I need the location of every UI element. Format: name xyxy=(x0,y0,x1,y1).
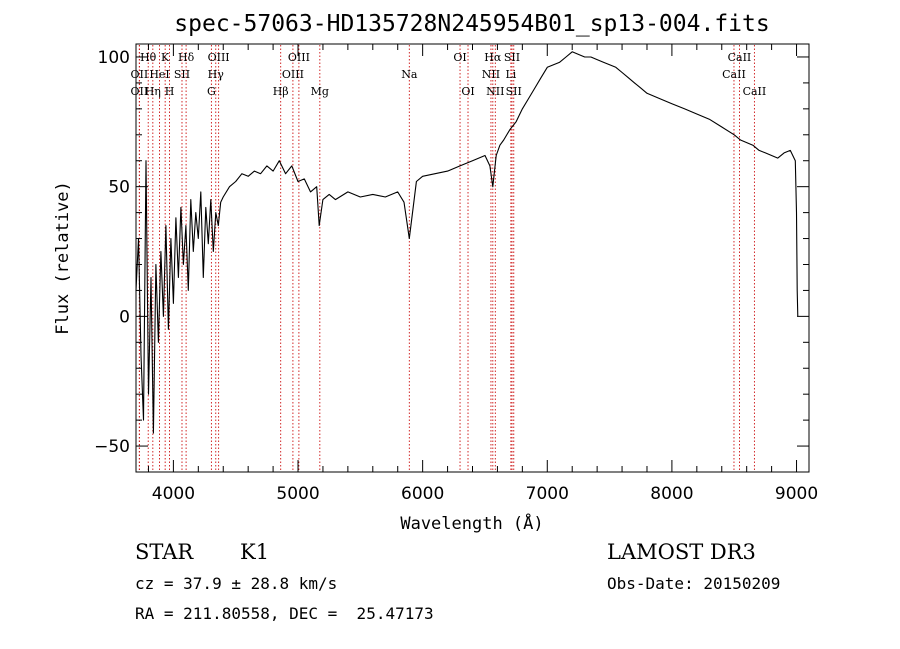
line-label-9: OIII xyxy=(208,51,230,64)
line-label-26: CaII xyxy=(728,51,752,64)
line-label-23: Li xyxy=(505,68,516,81)
y-tick-label-0: 0 xyxy=(119,307,130,327)
x-tick-label-5000: 5000 xyxy=(276,484,319,504)
line-label-8: Hδ xyxy=(178,51,195,64)
line-label-25: CaII xyxy=(722,68,746,81)
line-label-6: H xyxy=(165,85,175,98)
line-label-5: K xyxy=(161,51,170,64)
line-label-1: OII xyxy=(131,68,149,81)
flux-series xyxy=(135,51,799,434)
x-axis-label: Wavelength (Å) xyxy=(400,512,543,534)
y-tick-label-100: 100 xyxy=(98,48,130,68)
line-label-11: G xyxy=(207,85,216,98)
coordinates: RA = 211.80558, DEC = 25.47173 xyxy=(135,604,434,623)
series-line-flux xyxy=(135,51,799,434)
line-label-10: Hγ xyxy=(208,68,225,81)
y-tick-label-50: 50 xyxy=(108,178,130,198)
line-label-13: OIII xyxy=(282,68,304,81)
line-label-20: NII xyxy=(482,68,500,81)
line-label-14: Hβ xyxy=(273,85,289,98)
x-axis: 4000 5000 6000 7000 8000 9000 xyxy=(147,44,818,504)
x-tick-label-8000: 8000 xyxy=(650,484,693,504)
x-tick-label-9000: 9000 xyxy=(775,484,818,504)
line-label-15: Mg xyxy=(311,85,329,98)
spectral-line-markers xyxy=(138,45,755,471)
x-tick-label-7000: 7000 xyxy=(526,484,569,504)
line-label-4: HeI xyxy=(149,68,169,81)
line-label-22: SII xyxy=(504,51,520,64)
line-label-18: OI xyxy=(461,85,474,98)
object-subclass: K1 xyxy=(240,540,270,564)
redshift-velocity: cz = 37.9 ± 28.8 km/s xyxy=(135,574,338,593)
line-label-0: Hθ xyxy=(140,51,157,64)
chart-title: spec-57063-HD135728N245954B01_sp13-004.f… xyxy=(174,11,769,37)
y-axis: −50 0 50 100 xyxy=(94,48,809,473)
line-label-2: OII xyxy=(131,85,149,98)
line-label-19: Hα xyxy=(484,51,502,64)
x-tick-label-6000: 6000 xyxy=(401,484,444,504)
survey-name: LAMOST DR3 xyxy=(607,540,756,564)
line-label-27: CaII xyxy=(743,85,767,98)
line-label-24: SII xyxy=(506,85,522,98)
line-label-21: NII xyxy=(486,85,504,98)
line-label-12: OIII xyxy=(288,51,310,64)
line-label-16: Na xyxy=(401,68,418,81)
y-tick-label--50: −50 xyxy=(94,437,130,457)
line-label-7: SII xyxy=(174,68,190,81)
y-axis-label: Flux (relative) xyxy=(53,181,73,335)
line-label-17: OI xyxy=(453,51,466,64)
observation-date: Obs-Date: 20150209 xyxy=(607,574,781,593)
x-tick-label-4000: 4000 xyxy=(152,484,195,504)
line-label-3: Hη xyxy=(145,85,161,98)
plot-frame xyxy=(135,43,810,473)
object-class: STAR xyxy=(135,540,194,564)
